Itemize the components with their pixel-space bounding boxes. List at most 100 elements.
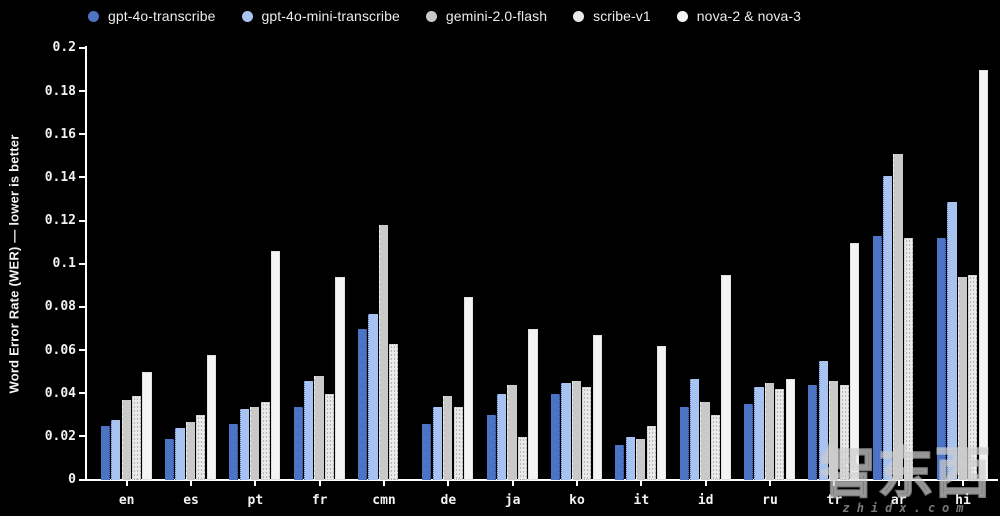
x-tick-mark [511,481,514,486]
x-axis-line [85,479,998,481]
legend-dot-icon [573,10,585,22]
bar-gpt-4o-transcribe-en[interactable] [100,426,110,480]
legend-dot-icon [241,10,253,22]
y-tick-mark [79,133,85,136]
bar-scribe-v1-de[interactable] [453,406,463,480]
bar-nova-2-nova-3-de[interactable] [464,296,474,480]
legend-item-gpt-4o-transcribe[interactable]: gpt-4o-transcribe [88,8,216,24]
x-tick-label-cmn: cmn [372,493,396,508]
y-tick-label: 0.1 [52,256,76,272]
legend-item-scribe-v1[interactable]: scribe-v1 [573,8,651,24]
x-tick-mark [833,481,836,486]
bar-gpt-4o-mini-transcribe-en[interactable] [111,419,121,480]
bar-scribe-v1-tr[interactable] [839,385,849,480]
bar-gemini-2-0-flash-es[interactable] [185,421,196,480]
bar-gpt-4o-transcribe-cmn[interactable] [357,328,368,480]
x-tick-label-ko: ko [569,493,585,508]
bar-nova-2-nova-3-fr[interactable] [335,277,345,480]
x-tick-mark [961,481,964,486]
bar-nova-2-nova-3-ru[interactable] [785,378,795,480]
bar-gemini-2-0-flash-ja[interactable] [507,385,517,480]
legend-item-gpt-4o-mini-transcribe[interactable]: gpt-4o-mini-transcribe [241,8,400,24]
bar-gpt-4o-mini-transcribe-cmn[interactable] [368,313,378,480]
bar-nova-2-nova-3-ja[interactable] [528,328,538,480]
bar-gemini-2-0-flash-ar[interactable] [893,154,903,480]
bar-gpt-4o-transcribe-ar[interactable] [872,236,882,480]
bar-scribe-v1-en[interactable] [131,395,142,480]
bar-gpt-4o-transcribe-id[interactable] [679,406,689,480]
bar-nova-2-nova-3-es[interactable] [206,354,216,480]
bar-scribe-v1-cmn[interactable] [389,344,399,480]
bar-nova-2-nova-3-en[interactable] [142,372,152,480]
y-tick-label: 0.12 [44,213,76,229]
bar-gpt-4o-transcribe-es[interactable] [164,439,175,480]
legend-label: gpt-4o-mini-transcribe [261,8,400,24]
x-tick-label-pt: pt [247,493,264,508]
bar-gemini-2-0-flash-hi[interactable] [957,277,967,480]
bar-gpt-4o-mini-transcribe-ar[interactable] [883,175,893,480]
bar-gpt-4o-mini-transcribe-pt[interactable] [239,408,249,480]
legend-item-nova-2-nova-3[interactable]: nova-2 & nova-3 [676,8,801,24]
y-tick-label: 0.16 [44,126,76,142]
bar-scribe-v1-pt[interactable] [260,402,270,480]
bar-gpt-4o-mini-transcribe-it[interactable] [625,436,635,480]
x-tick-mark [447,481,450,486]
bar-nova-2-nova-3-it[interactable] [657,346,667,480]
bar-gpt-4o-transcribe-fr[interactable] [293,406,303,480]
bar-gemini-2-0-flash-cmn[interactable] [378,225,388,480]
bar-gpt-4o-transcribe-it[interactable] [615,445,625,480]
bar-gpt-4o-mini-transcribe-ja[interactable] [497,393,507,480]
bar-gemini-2-0-flash-ko[interactable] [571,380,581,480]
bar-nova-2-nova-3-id[interactable] [721,275,731,480]
bar-gemini-2-0-flash-de[interactable] [443,395,453,480]
bar-scribe-v1-ru[interactable] [775,389,785,480]
bar-scribe-v1-ja[interactable] [517,436,528,480]
y-tick-mark [79,435,85,438]
y-tick-label: 0.04 [44,385,76,401]
bar-gpt-4o-transcribe-ru[interactable] [743,404,754,480]
bar-gpt-4o-mini-transcribe-ru[interactable] [754,387,764,480]
bar-gemini-2-0-flash-pt[interactable] [250,406,260,480]
bar-scribe-v1-ar[interactable] [903,238,914,480]
bar-gemini-2-0-flash-ru[interactable] [764,382,774,480]
y-tick-label: 0 [68,472,76,487]
bar-gemini-2-0-flash-it[interactable] [636,439,646,480]
bar-gemini-2-0-flash-en[interactable] [121,400,131,480]
x-tick-mark [897,481,900,486]
x-tick-label-ru: ru [762,493,778,508]
bar-gpt-4o-mini-transcribe-ko[interactable] [561,382,571,480]
bar-nova-2-nova-3-ko[interactable] [592,335,602,480]
bar-nova-2-nova-3-pt[interactable] [271,251,281,480]
bar-gpt-4o-transcribe-ko[interactable] [550,393,561,480]
bar-gpt-4o-transcribe-ja[interactable] [486,415,496,480]
bar-gemini-2-0-flash-fr[interactable] [314,376,324,480]
bar-gpt-4o-mini-transcribe-tr[interactable] [818,361,828,480]
bar-scribe-v1-it[interactable] [646,426,656,480]
bar-scribe-v1-ko[interactable] [582,387,592,480]
x-tick-label-ar: ar [890,493,907,508]
bar-nova-2-nova-3-tr[interactable] [850,242,860,480]
bar-scribe-v1-id[interactable] [710,415,721,480]
bar-gpt-4o-mini-transcribe-fr[interactable] [304,380,314,480]
bar-gpt-4o-mini-transcribe-id[interactable] [690,378,700,480]
y-tick-label: 0.2 [52,40,76,56]
x-tick-mark [125,481,128,486]
bar-gpt-4o-transcribe-tr[interactable] [808,385,818,480]
bar-scribe-v1-fr[interactable] [324,393,335,480]
bar-gemini-2-0-flash-id[interactable] [700,402,710,480]
bar-gpt-4o-mini-transcribe-hi[interactable] [947,201,957,480]
bar-gpt-4o-transcribe-de[interactable] [422,423,432,480]
y-tick-mark [79,305,85,308]
bar-gpt-4o-mini-transcribe-de[interactable] [432,406,442,480]
bar-gpt-4o-mini-transcribe-es[interactable] [175,428,185,480]
bar-gpt-4o-transcribe-hi[interactable] [936,238,947,480]
bar-scribe-v1-es[interactable] [196,415,206,480]
bar-gpt-4o-transcribe-pt[interactable] [229,423,239,480]
bar-scribe-v1-hi[interactable] [968,275,978,480]
legend-item-gemini-2-0-flash[interactable]: gemini-2.0-flash [425,8,547,24]
x-tick-label-en: en [118,493,135,508]
x-tick-label-id: id [697,493,714,508]
bar-nova-2-nova-3-hi[interactable] [978,69,988,480]
x-tick-label-es: es [183,493,199,508]
bar-gemini-2-0-flash-tr[interactable] [829,380,839,480]
